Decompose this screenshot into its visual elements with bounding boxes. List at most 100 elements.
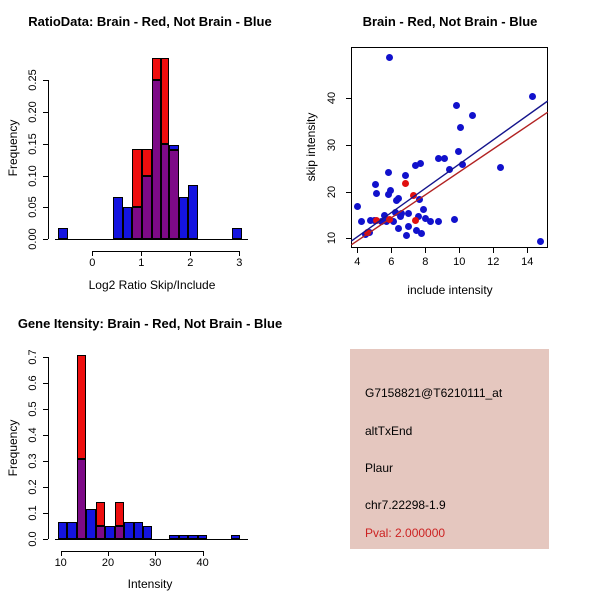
hist-bar-segment (178, 534, 189, 540)
scatter-point-blue (456, 124, 464, 132)
scatter-point-blue (389, 217, 397, 225)
hist-bar-segment (152, 80, 161, 240)
scatter-point-blue (392, 209, 400, 217)
y-axis-tick (43, 409, 49, 411)
bottom-left-xlabel: Intensity (127, 577, 173, 591)
x-axis-tick (357, 248, 359, 253)
scatter-point-blue (412, 162, 420, 170)
hist-bar-segment (114, 502, 125, 527)
hist-bar-segment (124, 521, 134, 540)
top-right-xlabel: include intensity (407, 283, 493, 297)
probe-id-text: G7158821@T6210111_at (365, 386, 503, 400)
hist-bar-segment (132, 148, 143, 208)
scatter-point-blue (434, 155, 442, 163)
scatter-point-blue (386, 53, 394, 61)
x-axis-tick (92, 251, 94, 257)
hist-bar-segment (114, 526, 125, 540)
scatter-point-blue (397, 213, 405, 221)
hist-bar-segment (142, 175, 153, 240)
hist-bar-segment (132, 207, 143, 240)
scatter-point-blue (377, 217, 385, 225)
scatter-point-blue (381, 211, 388, 219)
scatter-point-blue (415, 213, 422, 221)
hist-bar-segment (95, 526, 106, 540)
scatter-point-blue (445, 166, 453, 174)
scatter-point-blue (402, 172, 410, 180)
scatter-point-red (402, 179, 410, 187)
scatter-point-blue (440, 155, 448, 163)
x-axis-tick (190, 251, 192, 257)
scatter-point-blue (450, 216, 458, 224)
y-axis-tick (346, 238, 351, 240)
top-left-hist-title: RatioData: Brain - Red, Not Brain - Blue (28, 14, 272, 29)
x-tick-label: 0 (89, 257, 96, 269)
y-axis-tick (346, 98, 351, 100)
x-axis-tick (493, 248, 495, 253)
x-tick-label: 12 (487, 256, 500, 268)
hist-bar-segment (230, 534, 241, 540)
scatter-point-red (364, 229, 371, 237)
hist-bar-segment (95, 502, 106, 527)
y-axis-tick (43, 435, 49, 437)
y-axis-tick (43, 80, 49, 82)
y-axis-tick (43, 539, 49, 541)
hist-bar-segment (160, 143, 170, 240)
scatter-point-blue (454, 148, 462, 156)
regression-line (350, 111, 549, 246)
y-axis-line (48, 357, 50, 540)
scatter-point-blue (373, 189, 381, 197)
scatter-point-blue (421, 215, 429, 223)
y-axis-tick (43, 143, 49, 145)
hist-bar-segment (231, 228, 242, 240)
scatter-point-blue (385, 191, 393, 199)
y-axis-tick (43, 383, 49, 385)
hist-bar-segment (76, 354, 87, 459)
x-tick-label: 4 (354, 256, 361, 268)
x-axis-tick (425, 248, 427, 253)
scatter-point-blue (386, 187, 394, 195)
x-tick-label: 10 (54, 557, 67, 569)
hist-bar-segment (122, 207, 133, 240)
x-axis-tick (459, 248, 461, 253)
scatter-point-blue (453, 101, 461, 109)
top-left-xlabel: Log2 Ratio Skip/Include (88, 278, 216, 292)
x-axis-tick (202, 551, 204, 557)
scatter-point-blue (417, 230, 425, 238)
scatter-point-blue (371, 180, 379, 188)
hist-bar-segment (152, 57, 161, 81)
y-axis-tick (43, 175, 49, 177)
hist-baseline (55, 539, 248, 541)
x-axis-tick (141, 251, 143, 257)
x-axis-line (60, 551, 203, 553)
x-tick-label: 40 (196, 557, 209, 569)
event-type-text: altTxEnd (365, 424, 413, 438)
x-axis-tick (239, 251, 241, 257)
hist-bar-segment (57, 521, 68, 540)
scatter-point-red (409, 192, 417, 200)
scatter-point-blue (395, 224, 403, 232)
hist-bar-segment (178, 196, 188, 240)
x-tick-label: 30 (149, 557, 162, 569)
scatter-point-blue (403, 232, 411, 240)
hist-bar-segment (160, 57, 170, 144)
scatter-point-blue (353, 202, 361, 210)
y-axis-tick (346, 144, 351, 146)
hist-bar-segment (112, 196, 123, 240)
scatter-point-blue (497, 163, 505, 171)
scatter-point-blue (404, 210, 412, 218)
hist-bar-segment (187, 185, 198, 240)
scatter-point-blue (392, 197, 400, 205)
locus-text: chr7.22298-1.9 (365, 498, 446, 512)
scatter-point-blue (528, 93, 536, 101)
pval-text: Pval: 2.000000 (365, 526, 446, 540)
hist-baseline (55, 239, 248, 241)
scatter-point-blue (459, 161, 467, 168)
x-axis-tick (391, 248, 393, 253)
hist-bar-segment (58, 228, 68, 240)
y-axis-tick (43, 239, 49, 241)
y-axis-tick (43, 461, 49, 463)
hist-bar-segment (105, 526, 115, 540)
x-axis-tick (527, 248, 529, 253)
